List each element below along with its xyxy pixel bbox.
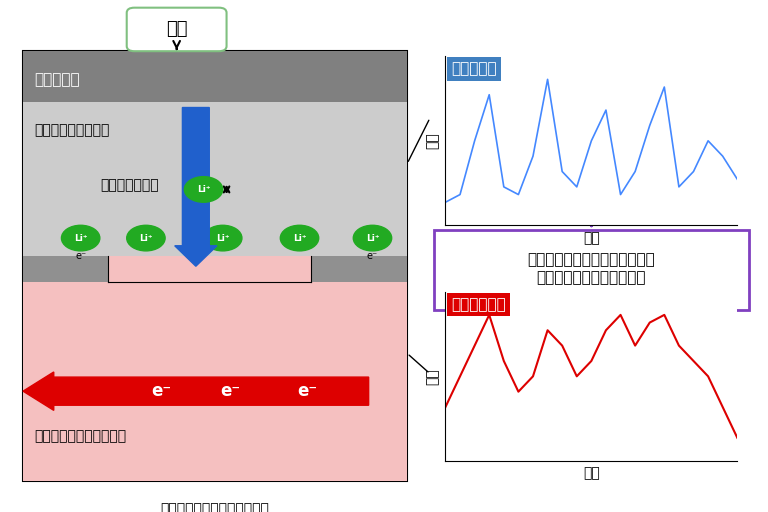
Bar: [23, 51, 407, 481]
Text: リチウム固体電解質: リチウム固体電解質: [35, 123, 110, 137]
Bar: [311, 256, 407, 282]
Circle shape: [280, 225, 319, 251]
Text: Li⁺: Li⁺: [139, 233, 153, 243]
Text: Li⁺: Li⁺: [293, 233, 306, 243]
Text: Li⁺: Li⁺: [74, 233, 88, 243]
Text: ゲート電流: ゲート電流: [452, 61, 497, 76]
Text: e⁻: e⁻: [297, 382, 317, 400]
Circle shape: [127, 225, 165, 251]
FancyBboxPatch shape: [434, 230, 749, 310]
FancyArrow shape: [174, 108, 217, 266]
Circle shape: [204, 225, 242, 251]
Text: ドレイン電流: ドレイン電流: [452, 297, 506, 312]
Text: ゲート電極: ゲート電極: [35, 72, 80, 87]
Text: リチウムイオン: リチウムイオン: [100, 178, 158, 192]
Text: 入力: 入力: [166, 20, 187, 38]
Y-axis label: 電流: 電流: [426, 368, 440, 385]
FancyBboxPatch shape: [127, 8, 227, 51]
Text: Li⁺: Li⁺: [366, 233, 379, 243]
Circle shape: [184, 177, 223, 202]
FancyArrow shape: [23, 372, 369, 411]
Text: e⁻: e⁻: [367, 251, 378, 261]
Bar: [23, 256, 108, 282]
Bar: [23, 256, 407, 481]
Circle shape: [353, 225, 392, 251]
Bar: [23, 102, 407, 256]
Text: 入力を多様な特徴を持つ信号に
変換して高精度に情報処理: 入力を多様な特徴を持つ信号に 変換して高精度に情報処理: [528, 252, 655, 285]
Bar: [23, 51, 407, 102]
Text: Li⁺: Li⁺: [216, 233, 230, 243]
X-axis label: 時間: 時間: [583, 231, 600, 245]
Text: e⁻: e⁻: [151, 382, 171, 400]
Text: リチウム固体電解質を用いる
酸化還元トランジスタ: リチウム固体電解質を用いる 酸化還元トランジスタ: [161, 502, 270, 512]
Circle shape: [61, 225, 100, 251]
Text: e⁻: e⁻: [75, 251, 86, 261]
Text: Li⁺: Li⁺: [197, 185, 210, 194]
Text: e⁻: e⁻: [220, 382, 240, 400]
Text: タングステン酸リチウム: タングステン酸リチウム: [35, 429, 127, 443]
X-axis label: 時間: 時間: [583, 466, 600, 480]
Y-axis label: 電流: 電流: [426, 133, 440, 149]
